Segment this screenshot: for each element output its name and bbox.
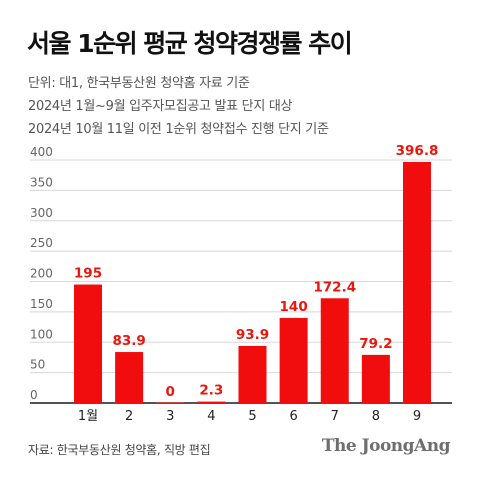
x-tick-label: 5 (248, 409, 256, 424)
x-tick-label: 1월 (78, 409, 98, 424)
bar (156, 402, 185, 403)
x-tick-label: 4 (207, 409, 215, 424)
period-note: 2024년 1월~9월 입주자모집공고 발표 단지 대상 (28, 99, 293, 114)
x-tick-label: 3 (166, 409, 174, 424)
data-label: 140 (280, 299, 308, 315)
bar (403, 161, 431, 403)
data-label: 0 (166, 384, 175, 400)
bar (361, 354, 390, 403)
y-tick-label: 150 (30, 297, 53, 311)
bar (115, 352, 144, 403)
x-tick-label: 6 (289, 409, 297, 424)
data-label: 93.9 (236, 327, 269, 343)
source-note: 자료: 한국부동산원 청약홈, 직방 편집 (28, 443, 211, 457)
bar (320, 298, 349, 403)
brand-logo: The JoongAng (321, 436, 451, 456)
x-tick-label: 8 (372, 409, 380, 424)
y-tick-label: 50 (30, 358, 45, 372)
bar (74, 284, 102, 403)
data-label: 195 (74, 266, 102, 282)
x-tick-label: 2 (125, 409, 133, 424)
chart-title: 서울 1순위 평균 청약경쟁률 추이 (27, 29, 353, 58)
y-tick-label: 200 (30, 267, 53, 281)
data-label: 83.9 (112, 333, 145, 349)
x-tick-label: 7 (331, 409, 339, 424)
x-tick-label: 9 (413, 409, 421, 424)
chart-notes: 단위: 대1, 한국부동산원 청약홈 자료 기준 2024년 1월~9월 입주자… (28, 72, 329, 141)
bar (279, 317, 308, 403)
bar (197, 401, 226, 403)
data-label: 396.8 (396, 143, 439, 159)
criteria-note: 2024년 10월 11일 이전 1순위 청약접수 진행 단지 기준 (28, 122, 329, 137)
y-tick-label: 350 (30, 175, 53, 189)
y-tick-label: 100 (30, 327, 53, 341)
unit-note: 단위: 대1, 한국부동산원 청약홈 자료 기준 (28, 76, 250, 91)
y-tick-label: 400 (30, 145, 53, 159)
data-label: 79.2 (359, 336, 392, 352)
data-label: 172.4 (313, 279, 356, 295)
y-tick-label: 300 (30, 206, 53, 220)
y-tick-label: 250 (30, 236, 53, 250)
y-tick-label: 0 (30, 388, 38, 402)
data-label: 2.3 (199, 383, 223, 399)
bar (238, 345, 267, 403)
